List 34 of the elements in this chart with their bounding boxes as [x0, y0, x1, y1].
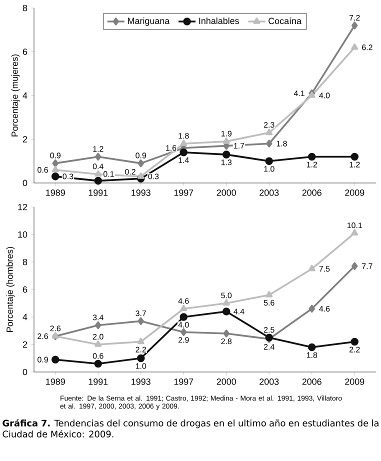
y-tick-label: 4: [22, 314, 28, 320]
x-tick-label: 1997: [174, 378, 194, 385]
text: Gráfica 7. Tendencias del consumo de drogas en el ultimo año en estudiantes de la Ciudad de México: 2009.: [2, 419, 378, 438]
y-axis-title: Porcentaje (mujeres): [11, 54, 20, 136]
x-tick-label: 2009: [345, 378, 364, 385]
y-tick-label: 2: [22, 341, 28, 348]
x-tick-label: 1989: [46, 190, 65, 196]
y-tick-label: 10: [18, 231, 28, 238]
y-tick-label: 0: [22, 180, 28, 186]
x-tick-label: 1989: [46, 378, 65, 385]
x-tick-label: 1993: [132, 190, 150, 196]
y-tick-label: 0: [22, 368, 28, 376]
y-tick-label: 2: [22, 136, 28, 142]
y-tick-label: 6: [22, 48, 28, 55]
y-tick-label: 8: [22, 4, 28, 12]
x-tick-label: 2003: [260, 378, 279, 385]
x-tick-label: 1991: [88, 190, 108, 196]
x-tick-label: 2006: [302, 190, 322, 196]
legend-label: Cocaína: [268, 17, 302, 24]
legend-label: Inhalables: [199, 17, 239, 24]
x-tick-label: 2006: [302, 378, 322, 385]
x-tick-label: 2009: [345, 190, 364, 196]
x-tick-label: 1997: [174, 190, 194, 196]
legend-label: Mariguana: [128, 17, 170, 26]
x-tick-label: 1991: [88, 378, 108, 385]
y-tick-label: 6: [22, 286, 28, 293]
x-tick-label: 2000: [216, 190, 236, 196]
y-tick-label: 8: [22, 258, 28, 266]
x-tick-label: 2003: [260, 190, 279, 196]
y-axis-title: Porcentaje (hombres): [6, 246, 15, 332]
x-tick-label: 1993: [132, 378, 150, 385]
x-tick-label: 2000: [216, 378, 236, 385]
y-tick-label: 12: [18, 204, 28, 210]
y-tick-label: 4: [22, 92, 28, 99]
